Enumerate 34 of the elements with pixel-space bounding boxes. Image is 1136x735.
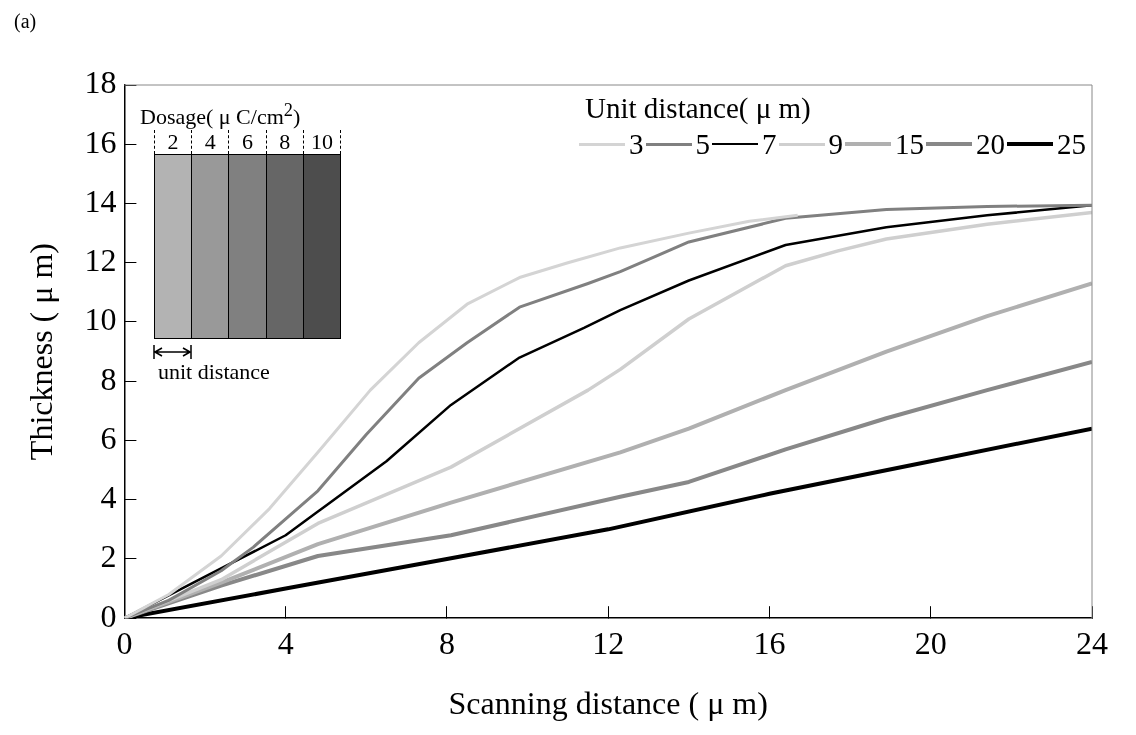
y-tick-label: 10	[84, 301, 117, 338]
x-tick-label: 12	[592, 624, 625, 661]
x-tick-label: 20	[914, 624, 947, 661]
legend-label: 20	[976, 127, 1005, 162]
legend-label: 3	[629, 127, 644, 162]
legend-label: 9	[828, 127, 843, 162]
x-tick-label: 16	[753, 624, 786, 661]
legend-label: 5	[695, 127, 710, 162]
y-axis-title: Thickness ( μ m)	[22, 243, 59, 461]
annotation: 4	[191, 129, 229, 155]
legend-label: 7	[762, 127, 777, 162]
y-tick-label: 14	[84, 182, 117, 219]
legend-title: Unit distance( μ m)	[584, 91, 812, 126]
annotation: 2	[154, 129, 192, 155]
annotation: 10	[302, 129, 342, 155]
x-tick-label: 8	[438, 624, 455, 661]
y-tick-label: 8	[100, 360, 117, 397]
y-tick-label: 12	[84, 242, 117, 279]
annotation: Dosage( μ C/cm$^{2}$)	[140, 100, 302, 131]
y-tick-label: 4	[100, 479, 117, 516]
x-axis-title: Scanning distance ( μ m)	[448, 685, 768, 722]
annotation: 8	[265, 129, 303, 155]
legend-label: 25	[1057, 127, 1086, 162]
x-tick-label: 4	[277, 624, 294, 661]
annotation: 6	[228, 129, 266, 155]
annotation: unit distance	[158, 359, 271, 386]
x-tick-label: 24	[1076, 624, 1108, 661]
y-tick-label: 6	[100, 419, 117, 456]
y-tick-label: 16	[84, 123, 117, 160]
y-tick-label: 2	[100, 538, 117, 575]
y-tick-label: 0	[100, 597, 117, 634]
legend-label: 15	[895, 127, 924, 162]
y-tick-label: 18	[84, 64, 117, 101]
text: (a)	[14, 10, 37, 33]
